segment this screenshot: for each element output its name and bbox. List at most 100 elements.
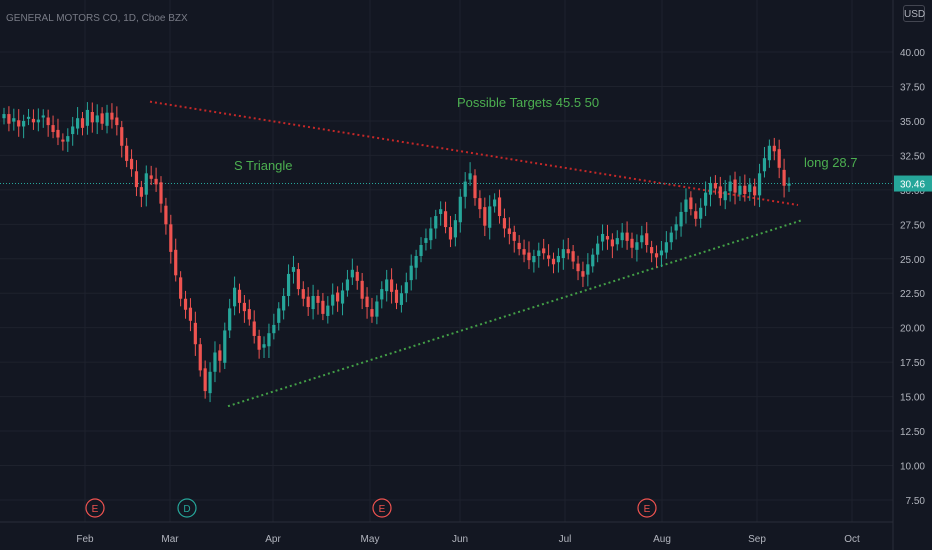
candle-body [164,205,168,225]
x-tick-label: Sep [748,534,766,545]
candle-body [767,145,771,161]
candle-body [36,119,40,123]
candle-body [326,305,330,316]
candle-body [252,321,256,336]
candle-body [522,249,526,255]
candle-body [708,182,713,195]
candle-body [242,302,247,312]
candle-body [169,224,173,252]
x-tick-label: Mar [161,534,179,545]
candle-body [321,300,325,314]
candle-body [488,206,492,228]
candle-body [17,120,21,127]
y-tick-label: 7.50 [906,496,926,507]
candle-body [7,114,11,124]
candle-body [762,158,767,172]
candle-body [277,308,281,323]
candle-body [380,289,384,300]
candle-body [232,287,237,307]
candle-body [129,158,134,170]
candle-body [2,114,6,119]
dividend-marker[interactable]: D [177,498,197,518]
candle-body [100,113,104,124]
candle-body [306,296,310,308]
candle-body [394,289,399,303]
candle-body [566,249,570,254]
candle-body [267,333,271,347]
candle-body [517,242,521,250]
candle-body [31,118,36,123]
x-tick-label: Oct [844,534,860,545]
candle-body [90,112,94,123]
candle-body [718,186,722,199]
candles [2,102,791,403]
earnings-marker[interactable]: E [372,498,392,518]
candle-body [561,249,565,259]
y-tick-label: 22.50 [900,289,925,300]
candle-body [286,273,291,296]
candle-body [46,117,50,126]
earnings-marker[interactable]: E [85,498,105,518]
candle-body [654,253,659,258]
y-tick-label: 35.00 [900,117,925,128]
candle-body [546,255,551,259]
candle-body [56,129,60,138]
candle-body [458,196,462,223]
candle-body [183,298,188,310]
candle-body [664,242,668,253]
candle-body [689,197,693,210]
candle-body [414,256,418,268]
candle-body [66,136,70,142]
candle-body [370,309,374,317]
candle-body [512,231,516,241]
x-tick-label: Feb [76,534,94,545]
candle-body [600,233,605,242]
candle-body [174,249,178,276]
candle-body [650,247,654,254]
candle-body [336,292,340,302]
candle-body [723,191,727,201]
last-price-label: 30.46 [900,180,925,191]
earnings-marker-label: E [644,504,651,515]
candle-body [787,183,791,186]
candle-body [12,118,16,122]
candle-body [713,182,718,189]
candle-body [340,290,345,304]
candle-body [463,181,467,197]
candle-body [728,181,732,192]
last-price-badge [894,175,932,192]
x-tick-label: Jul [559,534,572,545]
candle-body [733,179,737,193]
candle-body [125,145,129,161]
currency-button[interactable]: USD [903,5,925,22]
candle-body [738,185,742,195]
candle-body [542,248,546,254]
candle-body [272,324,276,334]
candle-body [630,238,634,248]
candle-body [311,295,315,310]
y-tick-label: 27.50 [900,220,925,231]
candle-body [532,256,536,263]
earnings-marker[interactable]: E [637,498,657,518]
y-tick-label: 17.50 [900,358,925,369]
candle-body [134,171,139,188]
candle-body [203,368,207,392]
y-tick-label: 15.00 [900,393,925,404]
x-tick-label: Apr [265,534,281,545]
candle-body [365,296,369,308]
grid [0,0,893,522]
candle-body [331,294,335,306]
candle-body [527,252,531,261]
candle-body [620,232,624,241]
candle-body [694,211,698,219]
candle-body [625,232,629,241]
candle-body [404,282,408,294]
candle-body [605,236,610,240]
candle-body [22,120,26,127]
candle-body [223,330,227,363]
candle-body [659,250,664,256]
candle-body [674,224,678,231]
candle-body [105,112,109,126]
